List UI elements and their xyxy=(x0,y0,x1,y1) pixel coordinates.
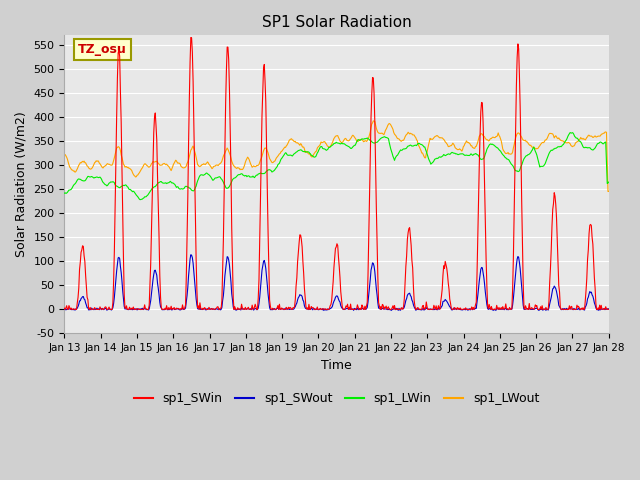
sp1_LWout xyxy=(369,118,377,124)
sp1_SWin xyxy=(605,307,612,312)
sp1_SWout xyxy=(182,305,189,311)
sp1_SWout xyxy=(61,306,68,312)
sp1_SWin xyxy=(61,305,68,311)
sp1_LWout xyxy=(127,166,134,172)
Y-axis label: Solar Radiation (W/m2): Solar Radiation (W/m2) xyxy=(15,111,28,257)
sp1_SWin xyxy=(182,275,190,280)
sp1_SWout xyxy=(70,306,78,312)
sp1_LWin xyxy=(404,144,412,150)
sp1_LWout xyxy=(182,164,189,170)
sp1_SWin xyxy=(404,230,412,236)
sp1_LWout xyxy=(604,189,612,194)
sp1_LWin xyxy=(136,197,144,203)
sp1_SWout xyxy=(211,307,219,312)
sp1_SWout xyxy=(404,291,412,297)
Line: sp1_LWout: sp1_LWout xyxy=(65,121,609,192)
sp1_SWout xyxy=(127,306,134,312)
Line: sp1_LWin: sp1_LWin xyxy=(65,132,609,200)
sp1_LWin xyxy=(566,130,574,135)
Title: SP1 Solar Radiation: SP1 Solar Radiation xyxy=(262,15,412,30)
sp1_SWin xyxy=(71,307,79,312)
sp1_LWin xyxy=(605,179,612,185)
X-axis label: Time: Time xyxy=(321,359,352,372)
sp1_LWin xyxy=(70,181,78,187)
Line: sp1_SWout: sp1_SWout xyxy=(65,255,609,311)
sp1_LWout xyxy=(211,163,218,169)
sp1_SWin xyxy=(420,307,428,312)
sp1_LWin xyxy=(182,183,190,189)
sp1_SWin xyxy=(61,307,69,312)
sp1_SWout xyxy=(187,252,195,258)
sp1_SWin xyxy=(212,306,220,312)
Legend: sp1_SWin, sp1_SWout, sp1_LWin, sp1_LWout: sp1_SWin, sp1_SWout, sp1_LWin, sp1_LWout xyxy=(129,387,544,410)
sp1_LWout xyxy=(61,152,68,157)
sp1_SWin xyxy=(127,307,135,312)
Text: TZ_osu: TZ_osu xyxy=(78,43,127,56)
sp1_LWin xyxy=(61,190,68,196)
sp1_LWout xyxy=(419,152,427,157)
sp1_LWin xyxy=(419,143,427,149)
sp1_SWout xyxy=(420,307,428,313)
sp1_LWin xyxy=(211,175,219,181)
sp1_SWin xyxy=(187,35,195,40)
sp1_LWout xyxy=(404,131,412,137)
Line: sp1_SWin: sp1_SWin xyxy=(65,37,609,310)
sp1_SWout xyxy=(319,308,327,313)
sp1_LWin xyxy=(127,187,134,192)
sp1_SWout xyxy=(605,306,612,312)
sp1_LWout xyxy=(605,189,612,194)
sp1_LWout xyxy=(70,168,78,174)
